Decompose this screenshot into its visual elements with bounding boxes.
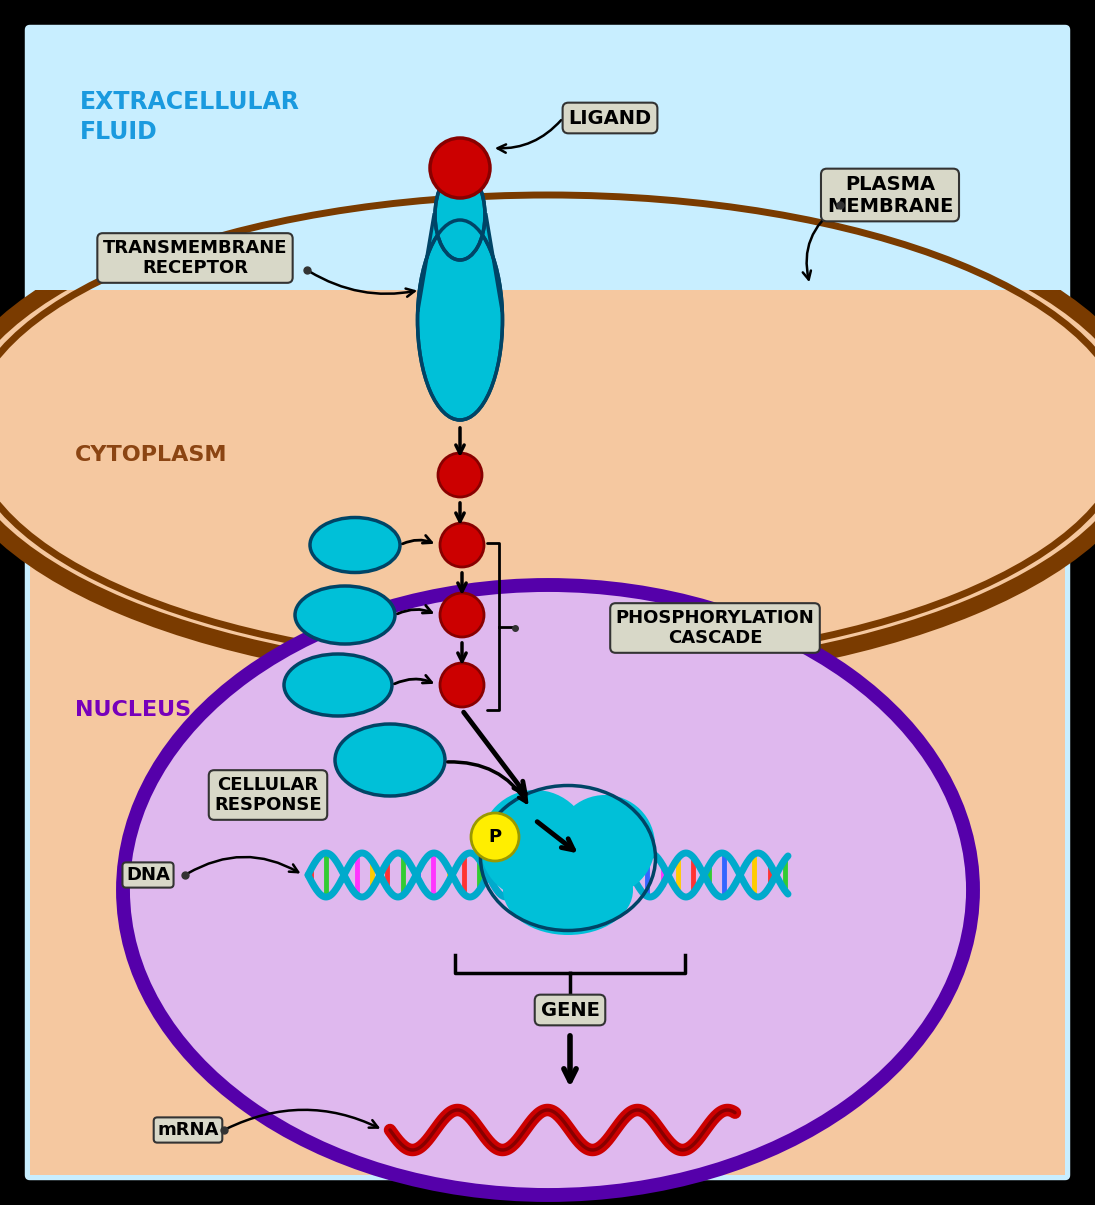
Text: CYTOPLASM: CYTOPLASM — [74, 445, 228, 465]
Text: mRNA: mRNA — [158, 1121, 219, 1139]
FancyBboxPatch shape — [30, 421, 1065, 1175]
Circle shape — [471, 813, 519, 862]
Text: CELLULAR
RESPONSE: CELLULAR RESPONSE — [215, 776, 322, 815]
Ellipse shape — [310, 517, 400, 572]
Polygon shape — [418, 214, 502, 310]
Text: EXTRACELLULAR
FLUID: EXTRACELLULAR FLUID — [80, 90, 300, 143]
FancyBboxPatch shape — [434, 210, 486, 325]
Circle shape — [440, 523, 484, 568]
Ellipse shape — [335, 724, 445, 797]
Text: GENE: GENE — [541, 1000, 599, 1019]
Ellipse shape — [123, 584, 973, 1195]
Ellipse shape — [0, 180, 1095, 680]
Ellipse shape — [284, 654, 392, 716]
Circle shape — [440, 663, 484, 707]
Text: DNA: DNA — [126, 866, 170, 884]
Ellipse shape — [555, 795, 655, 895]
Ellipse shape — [417, 221, 503, 421]
Ellipse shape — [295, 586, 395, 643]
Ellipse shape — [435, 170, 485, 260]
FancyBboxPatch shape — [30, 30, 1065, 290]
Text: TRANSMEMBRANE
RECEPTOR: TRANSMEMBRANE RECEPTOR — [103, 239, 287, 277]
Text: P: P — [488, 828, 502, 846]
Ellipse shape — [503, 845, 633, 935]
FancyBboxPatch shape — [22, 22, 1073, 1183]
Text: PLASMA
MEMBRANE: PLASMA MEMBRANE — [827, 175, 953, 216]
Ellipse shape — [480, 790, 590, 900]
Circle shape — [438, 453, 482, 496]
Circle shape — [430, 139, 489, 198]
Circle shape — [440, 593, 484, 637]
Text: NUCLEUS: NUCLEUS — [74, 700, 192, 721]
Text: PHOSPHORYLATION
CASCADE: PHOSPHORYLATION CASCADE — [615, 609, 815, 647]
Text: LIGAND: LIGAND — [568, 108, 652, 128]
